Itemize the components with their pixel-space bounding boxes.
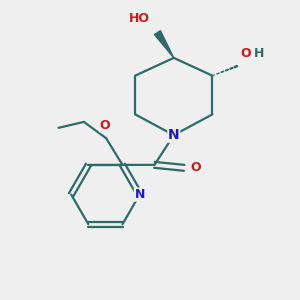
Text: O: O (190, 161, 201, 174)
Text: H: H (254, 47, 264, 60)
Polygon shape (154, 31, 174, 58)
Text: O: O (99, 119, 110, 132)
Text: O: O (241, 47, 251, 60)
Text: N: N (168, 128, 180, 142)
Text: N: N (134, 188, 145, 201)
Text: HO: HO (129, 12, 150, 25)
